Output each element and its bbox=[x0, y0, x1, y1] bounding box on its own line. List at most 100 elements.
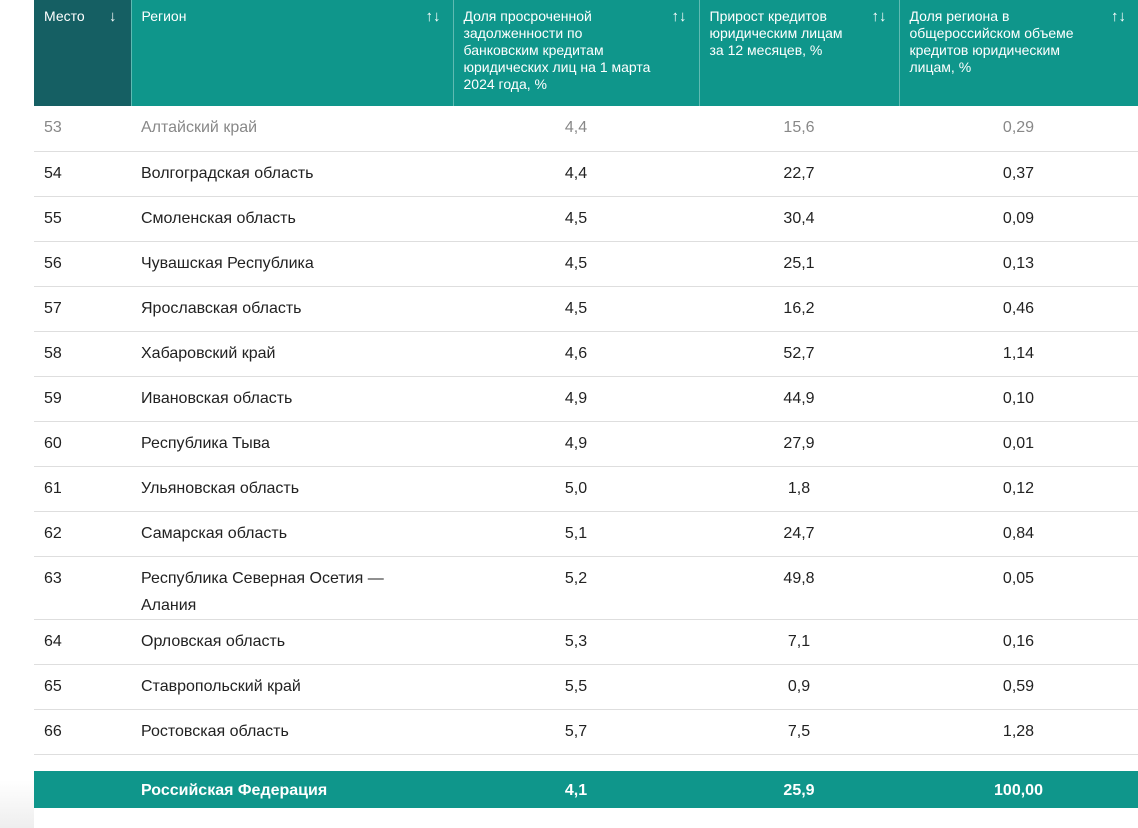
table-row: 61 Ульяновская область 5,0 1,8 0,12 bbox=[34, 466, 1138, 512]
table-row: 58 Хабаровский край 4,6 52,7 1,14 bbox=[34, 331, 1138, 377]
cell-region-share: 0,59 bbox=[899, 664, 1138, 710]
total-region: Российская Федерация bbox=[131, 771, 453, 808]
cell-region: Ростовская область bbox=[131, 709, 453, 755]
table-row: 65 Ставропольский край 5,5 0,9 0,59 bbox=[34, 664, 1138, 710]
cell-region-share: 0,29 bbox=[899, 106, 1138, 152]
table-row: 56 Чувашская Республика 4,5 25,1 0,13 bbox=[34, 241, 1138, 287]
cell-place: 66 bbox=[34, 709, 131, 755]
cell-place: 65 bbox=[34, 664, 131, 710]
cell-place: 55 bbox=[34, 196, 131, 242]
cell-region: Ивановская область bbox=[131, 376, 453, 422]
regions-table: Место ↓ Регион ↑↓ Доля просроченной задолжен… bbox=[34, 0, 1138, 808]
cell-place: 59 bbox=[34, 376, 131, 422]
cell-overdue-share: 5,2 bbox=[453, 556, 699, 620]
cell-place: 63 bbox=[34, 556, 131, 620]
cell-overdue-share: 4,9 bbox=[453, 376, 699, 422]
cell-region-share: 0,16 bbox=[899, 619, 1138, 665]
cell-region: Хабаровский край bbox=[131, 331, 453, 377]
cell-credit-growth: 44,9 bbox=[699, 376, 899, 422]
table-row: 54 Волгоградская область 4,4 22,7 0,37 bbox=[34, 151, 1138, 197]
cell-overdue-share: 4,4 bbox=[453, 106, 699, 152]
cell-region-share: 0,12 bbox=[899, 466, 1138, 512]
column-header-region[interactable]: Регион ↑↓ bbox=[130, 0, 453, 106]
table-row: 53 Алтайский край 4,4 15,6 0,29 bbox=[34, 106, 1138, 152]
table-row: 55 Смоленская область 4,5 30,4 0,09 bbox=[34, 196, 1138, 242]
cell-place: 62 bbox=[34, 511, 131, 557]
cell-credit-growth: 52,7 bbox=[699, 331, 899, 377]
sort-icon[interactable]: ↑↓ bbox=[671, 8, 687, 25]
total-credit-growth: 25,9 bbox=[699, 771, 899, 808]
cell-region-share: 0,09 bbox=[899, 196, 1138, 242]
cell-region-share: 0,46 bbox=[899, 286, 1138, 332]
cell-place: 60 bbox=[34, 421, 131, 467]
cell-overdue-share: 5,5 bbox=[453, 664, 699, 710]
cell-overdue-share: 4,5 bbox=[453, 196, 699, 242]
total-place bbox=[34, 771, 131, 808]
cell-region-share: 1,14 bbox=[899, 331, 1138, 377]
column-header-credit-growth[interactable]: Прирост кредитов юридическим лицам за 12… bbox=[698, 0, 899, 106]
header-label: Доля просроченной задолженности по банко… bbox=[463, 8, 651, 92]
header-label: Регион bbox=[141, 8, 187, 24]
cell-place: 54 bbox=[34, 151, 131, 197]
cell-overdue-share: 4,5 bbox=[453, 286, 699, 332]
header-label: Прирост кредитов юридическим лицам за 12… bbox=[709, 8, 843, 58]
sort-icon[interactable]: ↓ bbox=[109, 8, 117, 25]
cell-place: 58 bbox=[34, 331, 131, 377]
table-row: 64 Орловская область 5,3 7,1 0,16 bbox=[34, 619, 1138, 665]
cell-credit-growth: 24,7 bbox=[699, 511, 899, 557]
spacer bbox=[34, 754, 1138, 771]
cell-credit-growth: 27,9 bbox=[699, 421, 899, 467]
cell-region: Алтайский край bbox=[131, 106, 453, 152]
cell-place: 56 bbox=[34, 241, 131, 287]
cell-region-share: 0,37 bbox=[899, 151, 1138, 197]
cell-region: Ставропольский край bbox=[131, 664, 453, 710]
cell-region-share: 1,28 bbox=[899, 709, 1138, 755]
table-row: 66 Ростовская область 5,7 7,5 1,28 bbox=[34, 709, 1138, 755]
cell-region: Республика Тыва bbox=[131, 421, 453, 467]
cell-place: 53 bbox=[34, 106, 131, 152]
cell-credit-growth: 0,9 bbox=[699, 664, 899, 710]
cell-credit-growth: 7,1 bbox=[699, 619, 899, 665]
cell-credit-growth: 30,4 bbox=[699, 196, 899, 242]
cell-overdue-share: 4,5 bbox=[453, 241, 699, 287]
cell-overdue-share: 5,1 bbox=[453, 511, 699, 557]
table-row: 59 Ивановская область 4,9 44,9 0,10 bbox=[34, 376, 1138, 422]
total-region-share: 100,00 bbox=[899, 771, 1138, 808]
cell-region: Смоленская область bbox=[131, 196, 453, 242]
cell-overdue-share: 5,7 bbox=[453, 709, 699, 755]
cell-overdue-share: 5,0 bbox=[453, 466, 699, 512]
cell-overdue-share: 4,9 bbox=[453, 421, 699, 467]
cell-credit-growth: 22,7 bbox=[699, 151, 899, 197]
cell-credit-growth: 15,6 bbox=[699, 106, 899, 152]
table-row: 62 Самарская область 5,1 24,7 0,84 bbox=[34, 511, 1138, 557]
cell-place: 57 bbox=[34, 286, 131, 332]
sort-icon[interactable]: ↑↓ bbox=[871, 8, 887, 25]
cell-overdue-share: 4,4 bbox=[453, 151, 699, 197]
cell-region-share: 0,05 bbox=[899, 556, 1138, 620]
cell-region-share: 0,13 bbox=[899, 241, 1138, 287]
cell-overdue-share: 4,6 bbox=[453, 331, 699, 377]
cell-region-share: 0,10 bbox=[899, 376, 1138, 422]
cell-credit-growth: 16,2 bbox=[699, 286, 899, 332]
total-row: Российская Федерация 4,1 25,9 100,00 bbox=[34, 771, 1138, 808]
column-header-place[interactable]: Место ↓ bbox=[34, 0, 131, 106]
cell-credit-growth: 25,1 bbox=[699, 241, 899, 287]
sort-icon[interactable]: ↑↓ bbox=[425, 8, 441, 25]
cell-overdue-share: 5,3 bbox=[453, 619, 699, 665]
cell-region: Волгоградская область bbox=[131, 151, 453, 197]
page-edge-shadow bbox=[0, 780, 34, 828]
table-row: 60 Республика Тыва 4,9 27,9 0,01 bbox=[34, 421, 1138, 467]
cell-credit-growth: 1,8 bbox=[699, 466, 899, 512]
cell-place: 61 bbox=[34, 466, 131, 512]
cell-region: Чувашская Республика bbox=[131, 241, 453, 287]
sort-icon[interactable]: ↑↓ bbox=[1111, 8, 1126, 25]
header-label: Место bbox=[44, 8, 85, 24]
cell-region: Орловская область bbox=[131, 619, 453, 665]
cell-region-share: 0,84 bbox=[899, 511, 1138, 557]
table-row: 57 Ярославская область 4,5 16,2 0,46 bbox=[34, 286, 1138, 332]
table-row: 63 Республика Северная Осетия — Алания 5,2… bbox=[34, 556, 1138, 620]
cell-place: 64 bbox=[34, 619, 131, 665]
column-header-overdue-share[interactable]: Доля просроченной задолженности по банко… bbox=[452, 0, 699, 106]
cell-region: Республика Северная Осетия — Алания bbox=[131, 556, 453, 620]
column-header-region-share[interactable]: Доля региона в общероссийском объеме кре… bbox=[898, 0, 1138, 106]
